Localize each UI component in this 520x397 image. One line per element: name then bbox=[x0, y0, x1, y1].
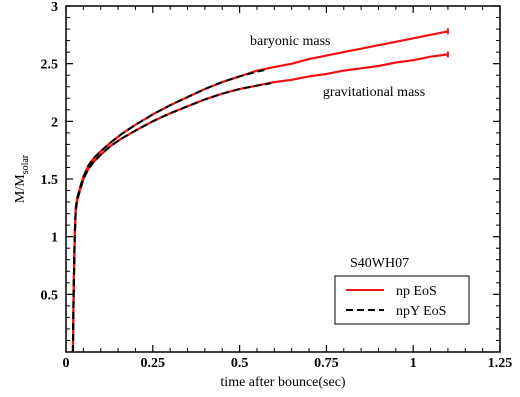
x-tick-label: 1.25 bbox=[488, 356, 513, 371]
y-tick-label: 0.5 bbox=[41, 288, 59, 303]
legend: np EoS npY EoS bbox=[334, 275, 470, 325]
svg-text:M/Msolar: M/Msolar bbox=[13, 154, 31, 203]
y-axis-label-main: M/M bbox=[13, 174, 28, 203]
y-tick-label: 3 bbox=[51, 0, 58, 15]
y-tick-label: 1.5 bbox=[41, 173, 59, 188]
x-tick-label: 0.75 bbox=[314, 356, 339, 371]
x-tick-label: 0.5 bbox=[231, 356, 249, 371]
x-tick-label: 1 bbox=[410, 356, 417, 371]
y-tick-label: 1 bbox=[51, 231, 58, 246]
model-label: S40WH07 bbox=[350, 256, 409, 271]
y-tick-label: 2.5 bbox=[41, 58, 59, 73]
legend-box bbox=[334, 275, 470, 325]
legend-label-np-eos: np EoS bbox=[396, 284, 437, 299]
plot-area bbox=[71, 28, 449, 353]
series-line-np-eos-gravitational bbox=[71, 53, 449, 353]
x-tick-label: 0.25 bbox=[141, 356, 166, 371]
annotation-baryonic-mass: baryonic mass bbox=[250, 34, 330, 49]
x-tick-label: 0 bbox=[63, 356, 70, 371]
y-axis-label: M/Msolar bbox=[13, 154, 31, 203]
legend-label-npy-eos: npY EoS bbox=[396, 304, 446, 319]
x-axis-label: time after bounce(sec) bbox=[220, 375, 345, 390]
y-tick-label: 2 bbox=[51, 115, 58, 130]
series-line-npy-eos-gravitational bbox=[71, 82, 271, 353]
axis-ticks: 0 0.25 0.5 0.75 1 1.25 0.5 1 1.5 2 2.5 3 bbox=[41, 0, 513, 371]
annotation-gravitational-mass: gravitational mass bbox=[323, 85, 425, 100]
series-line-npy-eos-baryonic bbox=[71, 68, 268, 353]
y-axis-label-subscript: solar bbox=[20, 154, 31, 174]
